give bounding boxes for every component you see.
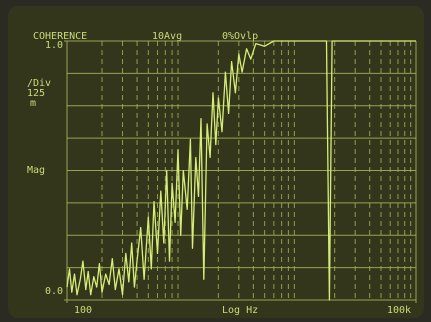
scale-unit: m xyxy=(30,98,36,109)
display-title: COHERENCE xyxy=(33,31,87,42)
y-tick-label: 1.0 xyxy=(45,40,63,51)
y-axis-label: Mag xyxy=(27,165,45,176)
coherence-trace xyxy=(66,40,416,301)
x-tick-label: 100k xyxy=(387,305,411,316)
screen-background xyxy=(8,6,424,318)
x-axis-label: Log Hz xyxy=(222,305,258,316)
y-tick-label: 0.0 xyxy=(45,286,63,297)
scale-value: 125 xyxy=(27,88,45,99)
overlap: 0%Ovlp xyxy=(222,31,258,42)
averaging: 10Avg xyxy=(152,31,182,42)
x-tick-label: 100 xyxy=(74,305,92,316)
scale-label: /Div xyxy=(27,78,51,89)
